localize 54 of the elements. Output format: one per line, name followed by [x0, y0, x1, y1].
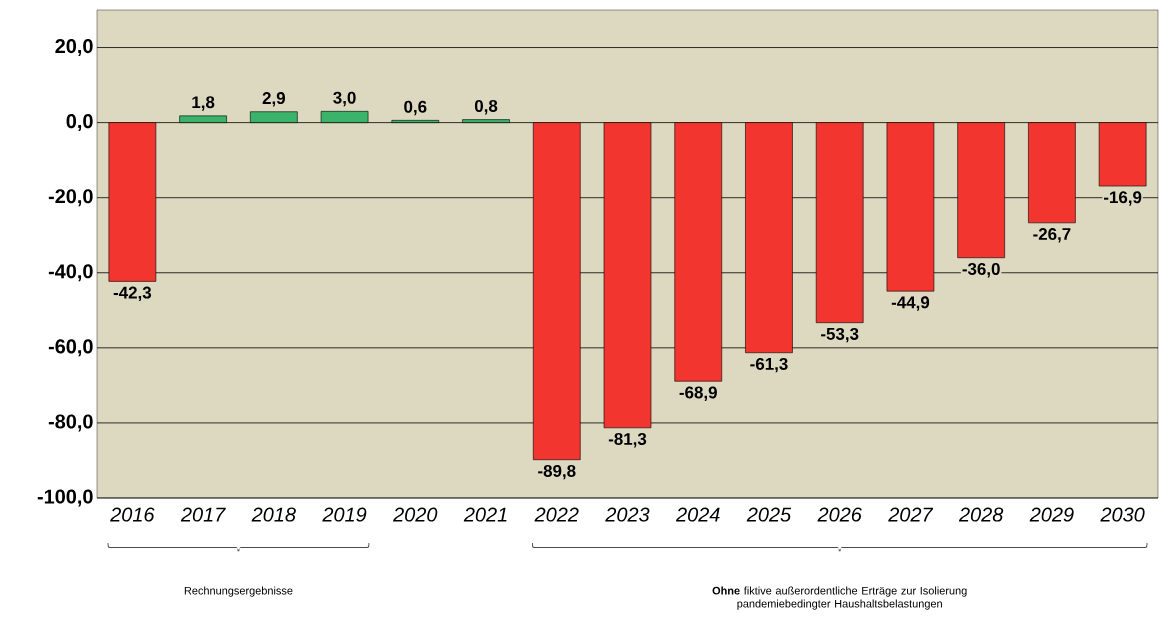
y-tick-label: -60,0	[48, 339, 93, 357]
bar	[532, 122, 581, 461]
data-label: -16,9	[1103, 191, 1142, 206]
data-label: -89,8	[538, 464, 576, 480]
bar	[250, 111, 298, 123]
text: Ohne fiktive außerordentliche Erträge zur Isolierung pandemiebedingter Haushaltsbelastungen	[712, 586, 967, 610]
bar	[674, 122, 723, 382]
data-label: -53,3	[821, 327, 859, 343]
x-tick-label: 2021	[463, 507, 507, 522]
data-label: 3,0	[333, 91, 356, 107]
data-label: 2,9	[262, 92, 285, 107]
data-label: -26,7	[1033, 228, 1071, 243]
y-tick-label: -100,0	[37, 489, 93, 507]
data-label: -42,3	[113, 286, 152, 302]
data-label: 0,6	[404, 100, 427, 116]
text: Rechnungsergebnisse	[184, 586, 293, 597]
y-tick-label: -40,0	[48, 264, 93, 282]
x-tick-label: 2018	[251, 507, 296, 522]
bar	[462, 119, 510, 123]
bar	[391, 120, 440, 123]
bar	[1098, 122, 1147, 187]
x-tick-label: 2025	[746, 507, 792, 522]
bar	[320, 111, 369, 123]
bar	[745, 122, 793, 354]
data-label: 0,8	[474, 99, 498, 115]
x-tick-label: 2026	[817, 507, 862, 522]
y-tick-label: -20,0	[48, 189, 93, 207]
data-label: -36,0	[962, 262, 1000, 278]
x-tick-label: 2023	[605, 507, 650, 522]
bar	[603, 122, 652, 429]
bar	[1028, 122, 1076, 224]
data-label: 1,8	[192, 96, 215, 111]
bar	[957, 122, 1005, 259]
x-tick-label: 2017	[180, 507, 226, 522]
x-tick-label: 2020	[393, 507, 438, 522]
x-tick-label: 2028	[958, 507, 1004, 522]
data-label: -81,3	[608, 433, 647, 448]
bar	[886, 122, 935, 292]
x-tick-label: 2022	[534, 507, 579, 522]
x-tick-label: 2027	[888, 507, 934, 522]
data-label: -68,9	[679, 386, 717, 401]
bar	[815, 122, 864, 323]
y-tick-label: -80,0	[48, 414, 93, 432]
x-tick-label: 2016	[110, 507, 155, 522]
bar	[108, 122, 157, 282]
x-tick-label: 2030	[1100, 507, 1145, 522]
y-tick-label: 0,0	[66, 114, 93, 132]
data-label: -44,9	[891, 296, 930, 311]
y-tick-label: 20,0	[55, 39, 93, 57]
data-label: -61,3	[750, 357, 788, 373]
x-tick-label: 2019	[322, 507, 367, 522]
bar	[179, 115, 227, 123]
x-tick-label: 2029	[1029, 507, 1074, 522]
x-tick-label: 2024	[675, 507, 720, 522]
